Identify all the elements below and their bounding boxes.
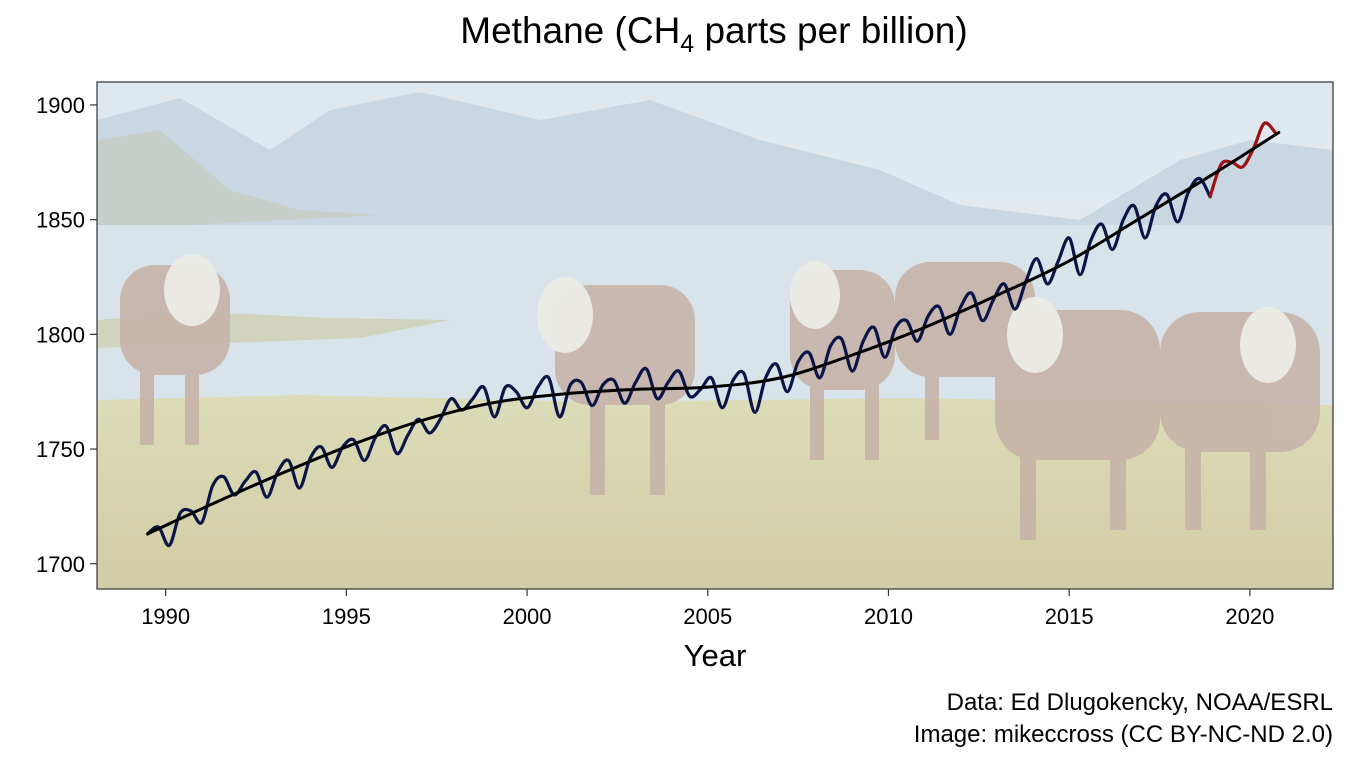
image-credit: Image: mikeccross (CC BY-NC-ND 2.0): [914, 721, 1333, 748]
trend-line: [146, 131, 1281, 536]
chart-title-prefix: Methane (CH: [460, 10, 680, 51]
y-axis: 1700 1750 1800 1850 1900: [36, 93, 97, 577]
x-axis-title: Year: [684, 638, 747, 673]
x-tick-label: 1990: [141, 604, 190, 629]
data-credit: Data: Ed Dlugokencky, NOAA/ESRL: [947, 689, 1333, 716]
x-axis: 1990 1995 2000 2005 2010 2015 2020: [141, 589, 1274, 629]
x-tick-label: 1995: [322, 604, 371, 629]
y-tick-label: 1700: [36, 552, 85, 577]
plot-panel-border: [96, 81, 1334, 590]
y-tick-label: 1900: [36, 93, 85, 118]
background-photo: [97, 82, 1333, 589]
chart-title-subscript: 4: [680, 30, 694, 58]
y-tick-label: 1750: [36, 437, 85, 462]
series-line-latest: [1208, 121, 1277, 199]
chart-title: Methane (CH4 parts per billion): [460, 10, 967, 58]
x-tick-label: 2010: [864, 604, 913, 629]
chart-title-suffix: parts per billion): [694, 10, 968, 51]
x-tick-label: 2000: [503, 604, 552, 629]
x-tick-label: 2020: [1225, 604, 1274, 629]
series-line-monthly: [146, 176, 1212, 548]
series-layer: [146, 121, 1281, 548]
y-tick-label: 1850: [36, 208, 85, 233]
y-tick-label: 1800: [36, 322, 85, 347]
x-tick-label: 2005: [683, 604, 732, 629]
x-tick-label: 2015: [1045, 604, 1094, 629]
